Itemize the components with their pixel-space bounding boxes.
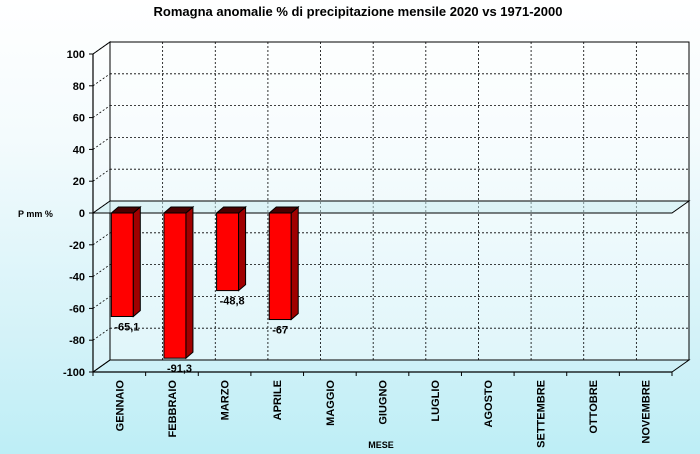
y-tick-label: -80 xyxy=(69,335,85,347)
x-tick-label: LUGLIO xyxy=(430,380,442,422)
bar-top xyxy=(109,206,142,214)
y-tick-label: 80 xyxy=(73,81,85,93)
bar-side xyxy=(290,205,299,321)
gridline-depth xyxy=(92,73,111,87)
x-tick-label: FEBBRAIO xyxy=(167,380,179,438)
bar-side xyxy=(238,205,247,292)
bar-value-label: -65,1 xyxy=(114,322,139,334)
bar xyxy=(216,212,240,292)
gridline-depth xyxy=(92,296,111,309)
gridline-depth xyxy=(92,41,111,55)
y-tick-label: -60 xyxy=(69,303,85,315)
x-tick-label: AGOSTO xyxy=(483,380,495,428)
bar-side xyxy=(132,205,141,318)
bar xyxy=(268,212,292,321)
y-tick-label: 40 xyxy=(73,144,85,156)
gridline-depth xyxy=(92,137,111,150)
x-tick-label: GIUGNO xyxy=(378,380,390,425)
bar-side xyxy=(185,205,194,360)
y-tick-label: -40 xyxy=(69,272,85,284)
bar-value-label: -91,3 xyxy=(167,363,192,375)
y-tick-label: 60 xyxy=(73,113,85,125)
x-tick-label: MARZO xyxy=(220,380,232,421)
x-tick-label: OTTOBRE xyxy=(588,380,600,434)
chart-title: Romagna anomalie % di precipitazione men… xyxy=(154,4,563,19)
bar-top xyxy=(267,206,300,214)
x-tick-label: MAGGIO xyxy=(325,380,337,426)
bar xyxy=(163,212,187,359)
bar-top xyxy=(162,206,195,214)
x-tick-label: APRILE xyxy=(272,380,284,420)
y-tick-label: 0 xyxy=(79,208,85,220)
bar-value-label: -67 xyxy=(272,325,288,337)
y-tick-label: -100 xyxy=(63,367,85,379)
gridline-depth xyxy=(92,327,111,341)
gridline-depth xyxy=(92,168,111,182)
y-axis-label: P mm % xyxy=(18,209,53,219)
y-tick-label: 20 xyxy=(73,176,85,188)
x-tick-label: SETTEMBRE xyxy=(535,380,547,448)
gridline-depth xyxy=(92,232,111,246)
x-tick-label: GENNAIO xyxy=(114,380,126,432)
x-axis-label: MESE xyxy=(368,440,394,450)
gridline-depth xyxy=(92,105,111,118)
bar-top xyxy=(215,206,247,214)
plot-area: 100 80 60 40 20 0 -20 -40 -60 -80 -100 GENNAIO FEBBR… xyxy=(63,41,691,448)
bar-value-label: -48,8 xyxy=(220,296,245,308)
x-tick-label: NOVEMBRE xyxy=(641,380,653,444)
y-tick-label: -20 xyxy=(69,240,85,252)
bar xyxy=(110,212,134,318)
gridline-depth xyxy=(92,264,111,277)
y-tick-label: 100 xyxy=(67,49,85,61)
